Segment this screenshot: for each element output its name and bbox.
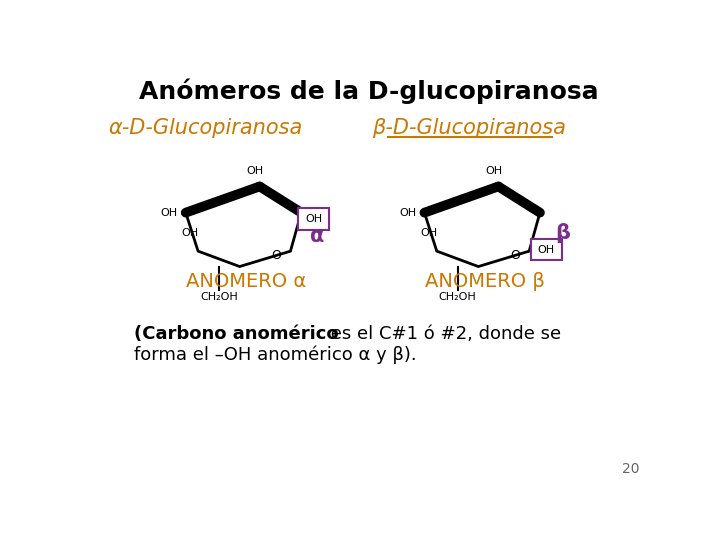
Text: CH₂OH: CH₂OH <box>200 292 238 302</box>
Text: 20: 20 <box>622 462 639 476</box>
Text: O: O <box>271 249 282 262</box>
Text: OH: OH <box>420 228 438 238</box>
Text: OH: OH <box>399 208 416 218</box>
Text: β-D-Glucopiranosa: β-D-Glucopiranosa <box>372 118 566 138</box>
Text: Anómeros de la D-glucopiranosa: Anómeros de la D-glucopiranosa <box>139 79 599 105</box>
FancyBboxPatch shape <box>298 208 329 230</box>
Text: β: β <box>556 222 570 242</box>
Text: OH: OH <box>538 245 554 254</box>
Text: CH₂OH: CH₂OH <box>438 292 477 302</box>
Text: ANOMERO α: ANOMERO α <box>186 273 306 292</box>
Text: α: α <box>310 226 325 246</box>
Text: es el C#1 ó #2, donde se: es el C#1 ó #2, donde se <box>325 325 561 343</box>
Text: OH: OH <box>246 166 264 176</box>
Text: OH: OH <box>305 214 322 224</box>
Text: forma el –OH anomérico α y β).: forma el –OH anomérico α y β). <box>134 346 417 365</box>
Text: OH: OH <box>485 166 503 176</box>
Text: ANOMERO β: ANOMERO β <box>425 273 544 292</box>
Text: OH: OH <box>181 228 199 238</box>
Text: (Carbono anomérico: (Carbono anomérico <box>134 325 339 343</box>
Text: α-D-Glucopiranosa: α-D-Glucopiranosa <box>109 118 303 138</box>
FancyBboxPatch shape <box>531 239 562 260</box>
Text: O: O <box>510 249 521 262</box>
Text: OH: OH <box>161 208 177 218</box>
